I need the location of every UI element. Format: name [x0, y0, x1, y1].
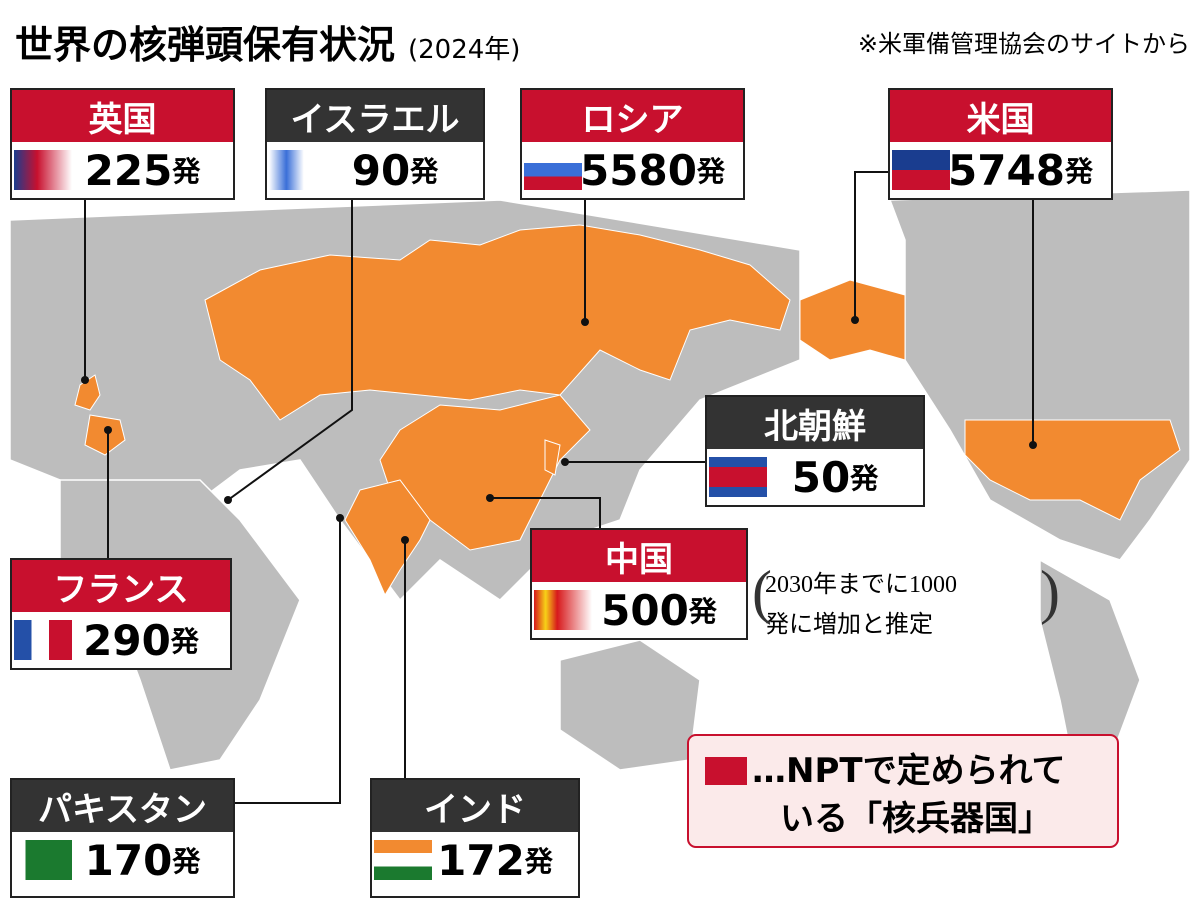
unit: 発: [170, 625, 199, 658]
warhead-count: 50 発: [707, 449, 923, 505]
country-box: 中国 500 発: [530, 528, 748, 640]
leader-lines: [84, 171, 1034, 804]
location-dots: [81, 316, 1037, 544]
unit: 発: [524, 845, 553, 878]
flag: [14, 840, 72, 880]
legend-text: いる「核兵器国」: [780, 799, 1052, 839]
warhead-count: 5748 発: [890, 142, 1111, 198]
count: 170: [84, 835, 173, 885]
flag: [892, 150, 950, 190]
country-box: ロシア 5580 発: [520, 88, 745, 200]
paren: ): [1040, 559, 1060, 625]
flag: [524, 150, 582, 190]
warhead-count: 500 発: [532, 582, 746, 638]
country-box: イスラエル 90 発: [265, 88, 485, 200]
legend-text: …NPTで定められて: [752, 751, 1066, 791]
count: 5580: [580, 145, 697, 195]
subtitle: (2024年): [408, 35, 520, 65]
count: 5748: [948, 145, 1065, 195]
paren: (: [752, 559, 772, 625]
count: 225: [84, 145, 173, 195]
country-box: 米国 5748 発: [888, 88, 1113, 200]
unit: 発: [696, 155, 725, 188]
warhead-count: 90 発: [267, 142, 483, 198]
flag: [14, 150, 72, 190]
flag: [14, 620, 72, 660]
country-name: 北朝鮮: [707, 397, 923, 449]
country-box: 英国 225 発: [10, 88, 235, 200]
count: 500: [601, 585, 689, 635]
legend-box: [687, 734, 1119, 848]
count: 90: [351, 145, 411, 195]
flag: [534, 590, 592, 630]
warhead-count: 172 発: [372, 832, 578, 888]
unit: 発: [172, 155, 201, 188]
country-name: フランス: [12, 560, 230, 612]
title: 世界の核弾頭保有状況: [15, 23, 395, 67]
country-box: パキスタン 170 発: [10, 778, 235, 898]
warhead-count: 290 発: [12, 612, 230, 668]
country-name: インド: [372, 780, 578, 832]
china-note: 2030年までに1000: [765, 571, 957, 598]
unit: 発: [850, 462, 879, 495]
china-note: 発に増加と推定: [765, 611, 933, 638]
warhead-count: 170 発: [12, 832, 233, 888]
country-name: イスラエル: [267, 90, 483, 142]
country-name: パキスタン: [12, 780, 233, 832]
country-name: 米国: [890, 90, 1111, 142]
flag: [709, 457, 767, 497]
flag: [269, 150, 327, 190]
unit: 発: [1064, 155, 1093, 188]
flag: [374, 840, 432, 880]
warhead-count: 5580 発: [522, 142, 743, 198]
count: 50: [791, 452, 851, 502]
country-name: 中国: [532, 530, 746, 582]
country-box: インド 172 発: [370, 778, 580, 898]
unit: 発: [410, 155, 439, 188]
country-name: ロシア: [522, 90, 743, 142]
count: 172: [437, 835, 525, 885]
legend-swatch: [705, 757, 747, 785]
unit: 発: [688, 595, 717, 628]
unit: 発: [172, 845, 201, 878]
count: 290: [83, 615, 171, 665]
country-name: 英国: [12, 90, 233, 142]
source: ※米軍備管理協会のサイトから: [858, 30, 1190, 58]
country-box: フランス 290 発: [10, 558, 232, 670]
country-box: 北朝鮮 50 発: [705, 395, 925, 507]
warhead-count: 225 発: [12, 142, 233, 198]
